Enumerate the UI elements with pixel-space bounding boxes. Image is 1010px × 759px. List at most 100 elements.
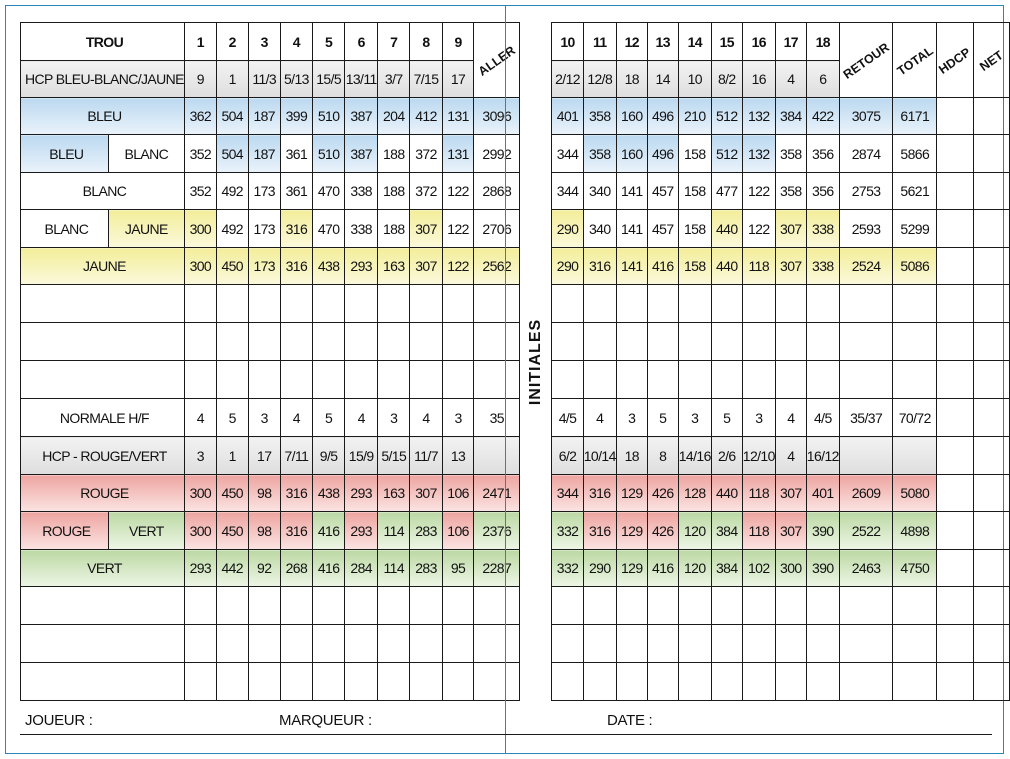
total-score-cell[interactable] bbox=[892, 586, 938, 625]
score-cell[interactable] bbox=[247, 322, 281, 361]
score-cell[interactable] bbox=[441, 284, 475, 323]
score-cell[interactable] bbox=[582, 284, 617, 323]
score-cell[interactable] bbox=[615, 360, 648, 399]
score-cell[interactable] bbox=[615, 624, 648, 663]
aller-score-cell[interactable] bbox=[473, 284, 521, 323]
net-cell[interactable] bbox=[973, 436, 1010, 475]
score-cell[interactable] bbox=[741, 586, 776, 625]
hdcp-score-cell[interactable] bbox=[936, 322, 975, 361]
score-cell[interactable] bbox=[409, 586, 443, 625]
score-cell[interactable] bbox=[377, 624, 411, 663]
score-cell[interactable] bbox=[710, 322, 743, 361]
score-cell[interactable] bbox=[710, 586, 743, 625]
score-cell[interactable] bbox=[441, 322, 475, 361]
score-cell[interactable] bbox=[741, 360, 776, 399]
score-cell[interactable] bbox=[741, 624, 776, 663]
score-cell[interactable] bbox=[582, 322, 617, 361]
score-cell[interactable] bbox=[441, 662, 475, 701]
player-name-cell[interactable] bbox=[20, 662, 185, 701]
score-cell[interactable] bbox=[215, 624, 249, 663]
score-cell[interactable] bbox=[377, 586, 411, 625]
retour-score-cell[interactable] bbox=[838, 322, 894, 361]
score-cell[interactable] bbox=[805, 586, 840, 625]
net-score-cell[interactable] bbox=[973, 322, 1010, 361]
hdcp-cell[interactable] bbox=[936, 549, 975, 587]
score-cell[interactable] bbox=[215, 322, 249, 361]
score-cell[interactable] bbox=[279, 586, 314, 625]
score-cell[interactable] bbox=[247, 360, 281, 399]
total-score-cell[interactable] bbox=[892, 322, 938, 361]
player-name-cell[interactable] bbox=[20, 322, 185, 361]
player-name-cell[interactable] bbox=[20, 586, 185, 625]
score-cell[interactable] bbox=[344, 322, 379, 361]
score-cell[interactable] bbox=[774, 586, 807, 625]
retour-score-cell[interactable] bbox=[838, 360, 894, 399]
total-score-cell[interactable] bbox=[892, 624, 938, 663]
player-name-cell[interactable] bbox=[20, 624, 185, 663]
score-cell[interactable] bbox=[183, 360, 217, 399]
net-cell[interactable] bbox=[973, 209, 1010, 248]
score-cell[interactable] bbox=[409, 360, 443, 399]
score-cell[interactable] bbox=[312, 360, 346, 399]
score-cell[interactable] bbox=[677, 662, 712, 701]
net-score-cell[interactable] bbox=[973, 284, 1010, 323]
net-cell[interactable] bbox=[973, 474, 1010, 512]
score-cell[interactable] bbox=[805, 322, 840, 361]
retour-score-cell[interactable] bbox=[838, 624, 894, 663]
player-name-cell[interactable] bbox=[20, 360, 185, 399]
score-cell[interactable] bbox=[741, 322, 776, 361]
score-cell[interactable] bbox=[774, 322, 807, 361]
score-cell[interactable] bbox=[215, 586, 249, 625]
score-cell[interactable] bbox=[646, 322, 679, 361]
hdcp-score-cell[interactable] bbox=[936, 284, 975, 323]
score-cell[interactable] bbox=[805, 662, 840, 701]
retour-score-cell[interactable] bbox=[838, 284, 894, 323]
score-cell[interactable] bbox=[551, 662, 584, 701]
score-cell[interactable] bbox=[551, 586, 584, 625]
score-cell[interactable] bbox=[677, 322, 712, 361]
score-cell[interactable] bbox=[183, 624, 217, 663]
hdcp-cell[interactable] bbox=[936, 209, 975, 248]
score-cell[interactable] bbox=[312, 624, 346, 663]
score-cell[interactable] bbox=[215, 662, 249, 701]
score-cell[interactable] bbox=[344, 586, 379, 625]
hdcp-cell[interactable] bbox=[936, 134, 975, 173]
net-cell[interactable] bbox=[973, 549, 1010, 587]
hdcp-score-cell[interactable] bbox=[936, 662, 975, 701]
score-cell[interactable] bbox=[741, 284, 776, 323]
hdcp-cell[interactable] bbox=[936, 474, 975, 512]
score-cell[interactable] bbox=[183, 662, 217, 701]
score-cell[interactable] bbox=[215, 284, 249, 323]
score-cell[interactable] bbox=[279, 662, 314, 701]
score-cell[interactable] bbox=[377, 322, 411, 361]
score-cell[interactable] bbox=[582, 360, 617, 399]
score-cell[interactable] bbox=[183, 284, 217, 323]
score-cell[interactable] bbox=[646, 662, 679, 701]
net-cell[interactable] bbox=[973, 134, 1010, 173]
score-cell[interactable] bbox=[409, 624, 443, 663]
score-cell[interactable] bbox=[615, 322, 648, 361]
score-cell[interactable] bbox=[677, 360, 712, 399]
net-cell[interactable] bbox=[973, 398, 1010, 437]
aller-score-cell[interactable] bbox=[473, 586, 521, 625]
score-cell[interactable] bbox=[312, 322, 346, 361]
hdcp-cell[interactable] bbox=[936, 247, 975, 285]
score-cell[interactable] bbox=[677, 624, 712, 663]
hdcp-cell[interactable] bbox=[936, 172, 975, 210]
score-cell[interactable] bbox=[774, 360, 807, 399]
score-cell[interactable] bbox=[279, 624, 314, 663]
net-cell[interactable] bbox=[973, 97, 1010, 135]
score-cell[interactable] bbox=[615, 586, 648, 625]
score-cell[interactable] bbox=[409, 662, 443, 701]
retour-score-cell[interactable] bbox=[838, 586, 894, 625]
score-cell[interactable] bbox=[247, 624, 281, 663]
net-score-cell[interactable] bbox=[973, 360, 1010, 399]
score-cell[interactable] bbox=[710, 662, 743, 701]
score-cell[interactable] bbox=[646, 586, 679, 625]
aller-score-cell[interactable] bbox=[473, 360, 521, 399]
score-cell[interactable] bbox=[551, 322, 584, 361]
aller-score-cell[interactable] bbox=[473, 624, 521, 663]
score-cell[interactable] bbox=[312, 662, 346, 701]
score-cell[interactable] bbox=[312, 284, 346, 323]
score-cell[interactable] bbox=[582, 662, 617, 701]
